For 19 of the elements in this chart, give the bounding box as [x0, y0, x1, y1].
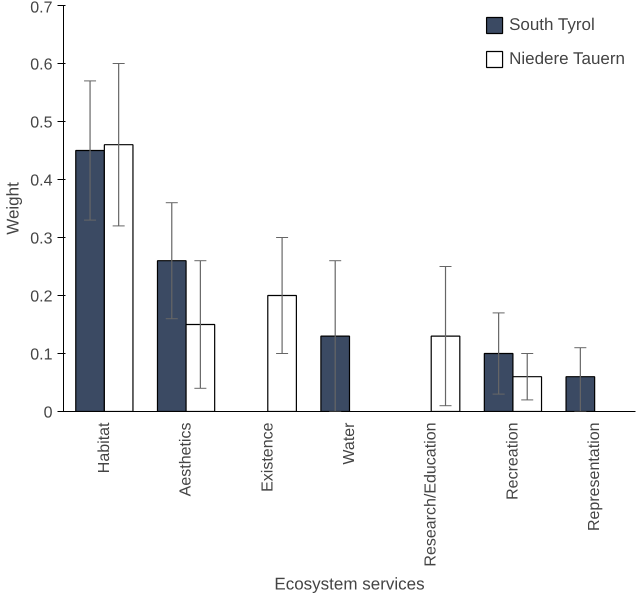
- y-tick-label: 0.5: [30, 114, 53, 132]
- x-tick-label: Aesthetics: [178, 422, 195, 496]
- x-tick-label: Habitat: [96, 422, 113, 474]
- y-tick-label: 0.7: [30, 0, 53, 16]
- y-tick-label: 0.1: [30, 346, 53, 364]
- x-tick-label: Recreation: [504, 422, 522, 500]
- legend-label: South Tyrol: [509, 15, 595, 35]
- y-tick-label: 0.3: [30, 230, 53, 248]
- x-tick-label: Water: [341, 422, 358, 465]
- y-axis-title: Weight: [3, 182, 22, 235]
- x-axis-title: Ecosystem services: [274, 574, 425, 594]
- x-tick-label: Research/Education: [422, 422, 440, 567]
- x-tick-label: Existence: [259, 422, 276, 492]
- y-tick-label: 0: [44, 404, 53, 422]
- y-tick-label: 0.2: [30, 288, 53, 306]
- y-tick-label: 0.4: [30, 172, 53, 190]
- x-tick-label: Representation: [586, 422, 604, 532]
- legend-label: Niedere Tauern: [509, 49, 625, 69]
- y-tick-label: 0.6: [30, 56, 53, 74]
